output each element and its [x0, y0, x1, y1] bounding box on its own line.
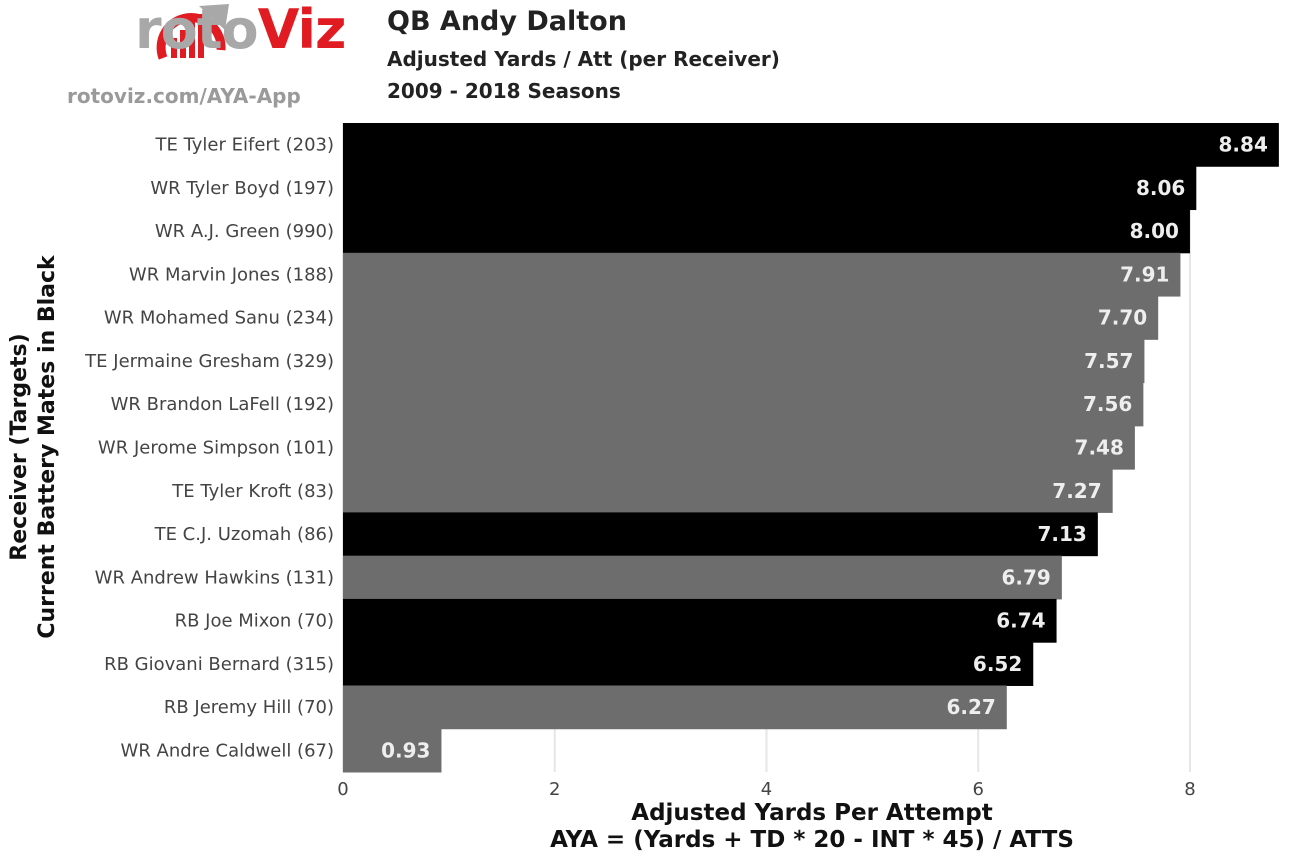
chart-seasons: 2009 - 2018 Seasons [387, 79, 621, 103]
bar [343, 512, 1098, 557]
bar-value-label: 7.48 [1075, 436, 1124, 460]
bar [343, 123, 1279, 167]
bar [343, 382, 1144, 427]
category-label: WR A.J. Green (990) [155, 221, 334, 242]
brand-url: rotoviz.com/AYA-App [67, 84, 301, 108]
category-label: TE Jermaine Gresham (329) [84, 351, 334, 372]
x-tick-label: 8 [1184, 779, 1195, 800]
category-label: WR Mohamed Sanu (234) [104, 308, 334, 329]
bar-value-label: 6.52 [973, 652, 1022, 676]
bar [343, 166, 1197, 211]
bar [343, 209, 1190, 254]
rotoviz-logo-icon [156, 4, 229, 60]
category-label: TE Tyler Kroft (83) [171, 481, 334, 502]
x-tick-label: 2 [549, 779, 560, 800]
bar [343, 555, 1062, 600]
category-label: RB Jeremy Hill (70) [164, 697, 334, 718]
category-label: WR Andrew Hawkins (131) [95, 567, 334, 588]
category-label: TE C.J. Uzomah (86) [154, 524, 334, 545]
bar-value-label: 6.27 [946, 695, 995, 719]
bar-value-label: 7.57 [1084, 349, 1133, 373]
x-tick-label: 4 [761, 779, 772, 800]
bar-value-label: 8.00 [1130, 219, 1179, 243]
bar [343, 339, 1145, 384]
bar [343, 642, 1034, 686]
chart-subtitle: Adjusted Yards / Att (per Receiver) [387, 47, 780, 71]
bar [343, 728, 442, 773]
category-label: WR Marvin Jones (188) [129, 264, 334, 285]
chart-title: QB Andy Dalton [387, 6, 627, 37]
bar-value-label: 7.91 [1120, 262, 1169, 286]
category-label: TE Tyler Eifert (203) [155, 135, 335, 156]
category-label: WR Jerome Simpson (101) [98, 438, 334, 459]
bar-value-label: 7.70 [1098, 306, 1147, 330]
category-label: WR Brandon LaFell (192) [111, 394, 334, 415]
bar [343, 469, 1113, 513]
x-axis-title: Adjusted Yards Per Attempt [631, 800, 993, 826]
bar-value-label: 6.79 [1001, 565, 1050, 589]
bar-value-label: 7.27 [1052, 479, 1101, 503]
bar [343, 296, 1159, 340]
category-label: WR Andre Caldwell (67) [121, 740, 334, 761]
category-label: RB Joe Mixon (70) [175, 611, 334, 632]
bar-value-label: 6.74 [996, 609, 1045, 633]
category-label: RB Giovani Bernard (315) [104, 654, 334, 675]
category-label: WR Tyler Boyd (197) [150, 178, 334, 199]
bar [343, 425, 1135, 470]
bar [343, 252, 1181, 297]
brand-name: rotoViz [135, 0, 346, 61]
bar-value-label: 0.93 [381, 738, 430, 762]
bar-value-label: 7.56 [1083, 392, 1132, 416]
bar [343, 685, 1007, 730]
x-tick-label: 6 [972, 779, 983, 800]
x-axis-formula: AYA = (Yards + TD * 20 - INT * 45) / ATT… [550, 827, 1074, 853]
bar [343, 598, 1057, 643]
bar-value-label: 8.06 [1136, 176, 1185, 200]
x-tick-label: 0 [337, 779, 348, 800]
bar-value-label: 8.84 [1219, 133, 1268, 157]
bar-value-label: 7.13 [1037, 522, 1086, 546]
